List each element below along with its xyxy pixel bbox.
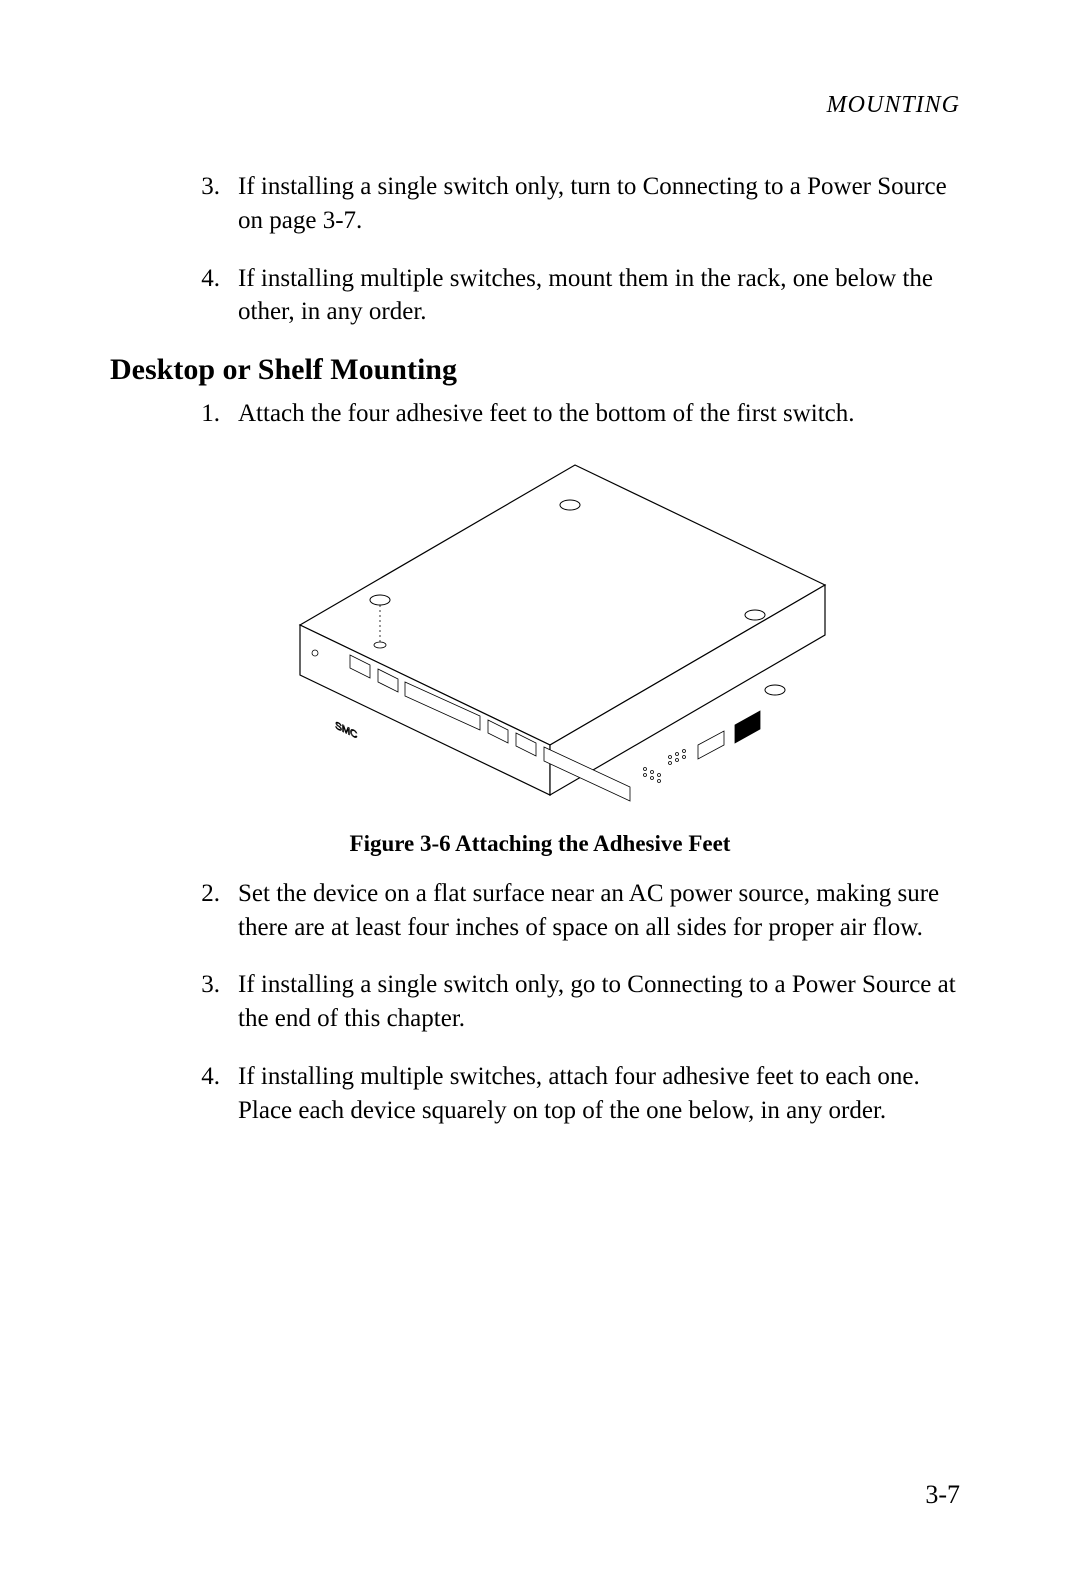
list-text: If installing multiple switches, mount t… — [238, 262, 970, 330]
switch-diagram-icon: SMC — [230, 455, 850, 815]
top-ordered-list: 3. If installing a single switch only, t… — [110, 170, 970, 329]
list-number: 4. — [182, 262, 238, 330]
figure: SMC — [110, 455, 970, 857]
page-number: 3-7 — [925, 1480, 960, 1510]
list-number: 3. — [182, 968, 238, 1036]
bottom-ordered-list: 1. Attach the four adhesive feet to the … — [110, 397, 970, 431]
bottom-ordered-list-cont: 2. Set the device on a flat surface near… — [110, 877, 970, 1128]
page-content: 3. If installing a single switch only, t… — [110, 170, 970, 1127]
list-number: 2. — [182, 877, 238, 945]
figure-caption: Figure 3-6 Attaching the Adhesive Feet — [350, 831, 731, 857]
list-item: 3. If installing a single switch only, g… — [182, 968, 970, 1036]
list-item: 4. If installing multiple switches, moun… — [182, 262, 970, 330]
list-text: Attach the four adhesive feet to the bot… — [238, 397, 970, 431]
list-number: 3. — [182, 170, 238, 238]
list-text: Set the device on a flat surface near an… — [238, 877, 970, 945]
page: MOUNTING 3. If installing a single switc… — [0, 0, 1080, 1570]
list-item: 2. Set the device on a flat surface near… — [182, 877, 970, 945]
section-heading: Desktop or Shelf Mounting — [110, 353, 970, 387]
brand-label: SMC — [335, 719, 358, 741]
list-item: 4. If installing multiple switches, atta… — [182, 1060, 970, 1128]
list-text: If installing a single switch only, go t… — [238, 968, 970, 1036]
list-number: 4. — [182, 1060, 238, 1128]
list-text: If installing a single switch only, turn… — [238, 170, 970, 238]
list-number: 1. — [182, 397, 238, 431]
list-item: 1. Attach the four adhesive feet to the … — [182, 397, 970, 431]
list-item: 3. If installing a single switch only, t… — [182, 170, 970, 238]
running-head: MOUNTING — [827, 92, 960, 119]
list-text: If installing multiple switches, attach … — [238, 1060, 970, 1128]
